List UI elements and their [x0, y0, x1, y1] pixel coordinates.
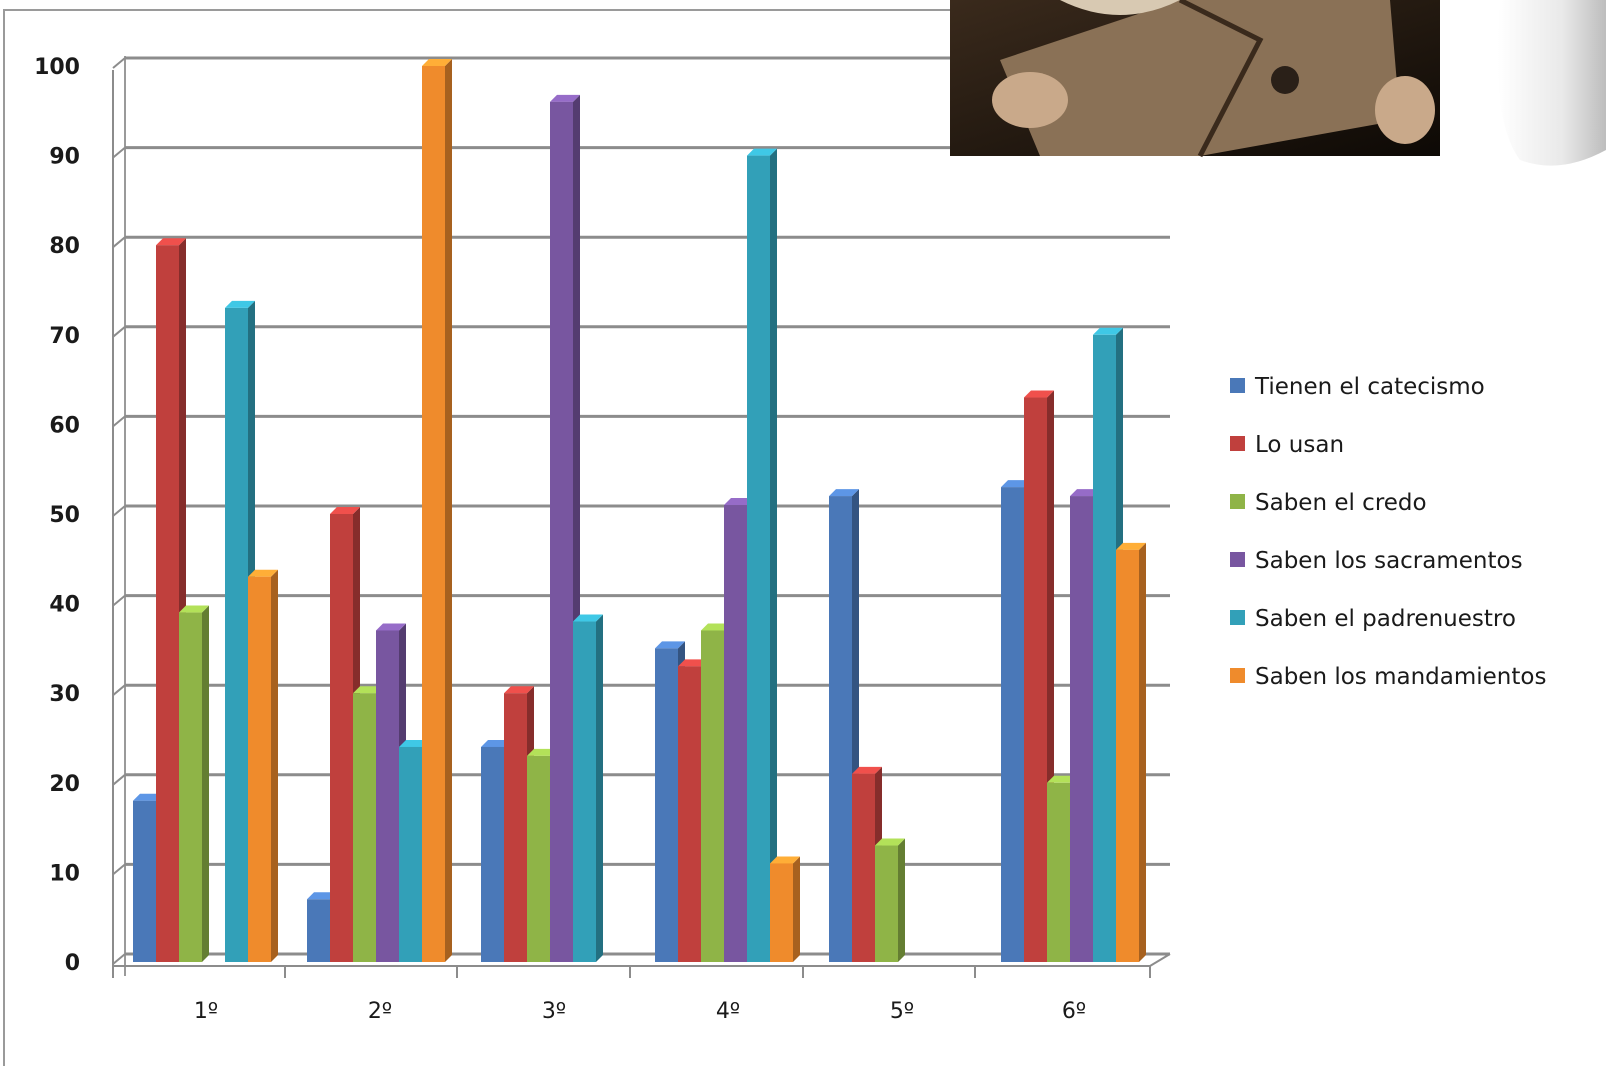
legend-label: Saben el padrenuestro	[1255, 606, 1516, 632]
legend-label: Tienen el catecismo	[1254, 374, 1485, 400]
y-tick-label: 90	[49, 145, 80, 170]
gridline-diagonal	[112, 146, 126, 159]
legend-item: Lo usan	[1230, 432, 1344, 458]
gridline-diagonal	[112, 774, 126, 786]
legend-item: Saben el padrenuestro	[1230, 606, 1516, 632]
y-tick-label: 10	[49, 861, 80, 886]
y-tick-label: 50	[49, 503, 80, 528]
legend-swatch	[1230, 436, 1245, 451]
gridline-diagonal	[112, 953, 126, 965]
legend-swatch	[1230, 494, 1245, 509]
y-axis-labels: 0 10 20 30 40 50 60 70 80 90 100	[34, 55, 80, 976]
y-tick-label: 40	[49, 593, 80, 618]
x-tick-label: 2º	[368, 999, 392, 1024]
x-axis-labels: 1º 2º 3º 4º 5º 6º	[194, 999, 1086, 1024]
legend-label: Saben los sacramentos	[1255, 548, 1523, 574]
bar	[1116, 542, 1146, 962]
bar	[179, 605, 209, 962]
y-tick-label: 60	[49, 413, 80, 438]
y-tick-label: 20	[49, 772, 80, 797]
legend-item: Tienen el catecismo	[1230, 374, 1485, 400]
bar	[875, 838, 905, 962]
y-tick-label: 30	[49, 682, 80, 707]
legend-swatch	[1230, 552, 1245, 567]
gridline-diagonal	[112, 594, 126, 607]
legend-item: Saben los sacramentos	[1230, 548, 1523, 574]
bars	[133, 59, 1146, 963]
y-tick-label: 100	[34, 55, 80, 80]
gridline-diagonal	[112, 505, 126, 517]
legend-label: Saben el credo	[1255, 490, 1427, 516]
legend-swatch	[1230, 378, 1245, 393]
gridline-diagonal	[112, 684, 126, 696]
chart-border	[3, 9, 960, 1066]
x-tick-label: 5º	[890, 999, 914, 1024]
bar	[422, 59, 452, 962]
axes	[112, 70, 1171, 978]
x-tick-label: 4º	[716, 999, 740, 1024]
y-tick-label: 80	[49, 234, 80, 259]
legend-item: Saben los mandamientos	[1230, 664, 1546, 690]
gridline-diagonal	[112, 326, 126, 338]
page-curl-icon	[1497, 0, 1606, 166]
x-tick-label: 6º	[1062, 999, 1086, 1024]
legend-label: Lo usan	[1255, 432, 1344, 458]
child-reading-book-photo	[950, 0, 1440, 158]
legend-swatch	[1230, 610, 1245, 625]
bar	[747, 148, 777, 963]
legend-swatch	[1230, 668, 1245, 683]
bar	[248, 569, 278, 962]
x-tick-label: 3º	[542, 999, 566, 1024]
legend-item: Saben el credo	[1230, 490, 1427, 516]
x-tick-label: 1º	[194, 999, 218, 1024]
legend-label: Saben los mandamientos	[1255, 664, 1546, 690]
gridline-diagonal	[112, 236, 126, 248]
bar	[770, 856, 800, 962]
legend: Tienen el catecismo Lo usan Saben el credo…	[1230, 374, 1546, 690]
gridline-diagonal	[112, 863, 126, 876]
gridline-diagonal	[112, 57, 126, 69]
y-tick-label: 0	[65, 951, 80, 976]
bar	[573, 614, 603, 962]
gridline-diagonal	[112, 415, 126, 428]
y-tick-label: 70	[49, 324, 80, 349]
